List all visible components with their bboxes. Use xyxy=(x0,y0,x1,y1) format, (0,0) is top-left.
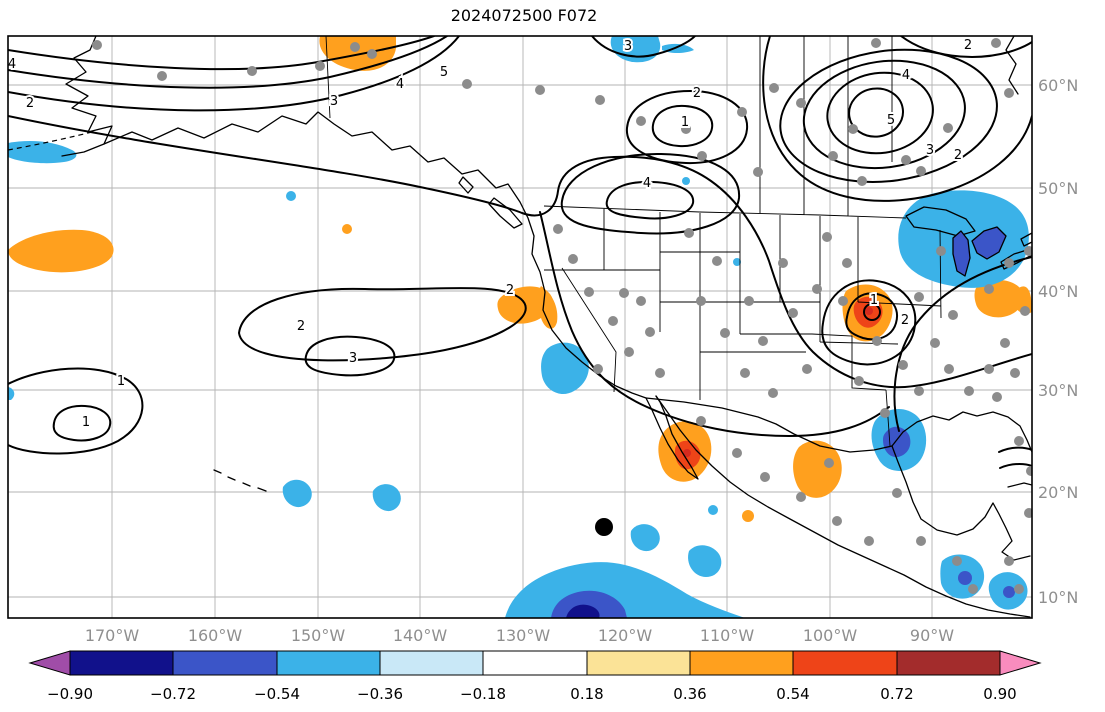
colorbar-segment xyxy=(69,650,174,676)
y-tick-label: 40°N xyxy=(1038,282,1078,301)
contour-label: 3 xyxy=(330,94,338,109)
shading-patches xyxy=(8,36,1032,618)
contour-label: 2 xyxy=(297,319,305,334)
x-tick-label: 160°W xyxy=(188,626,243,645)
lake-superior xyxy=(905,206,976,237)
colorbar-segment xyxy=(379,650,484,676)
contour-label: 1 xyxy=(681,115,689,130)
x-tick-label: 130°W xyxy=(496,626,551,645)
colorbar-segment xyxy=(586,650,691,676)
contour-label: 2 xyxy=(901,313,909,328)
y-tick-label: 50°N xyxy=(1038,179,1078,198)
contour-label: 3 xyxy=(926,143,934,158)
x-tick-label: 150°W xyxy=(291,626,346,645)
contour-label: 1 xyxy=(117,374,125,389)
colorbar-segment xyxy=(792,650,898,676)
contour-label: 4 xyxy=(643,176,651,191)
colorbar-segment xyxy=(172,650,278,676)
colorbar-tick: 0.90 xyxy=(983,685,1016,703)
colorbar-tick: 0.18 xyxy=(570,685,603,703)
contour-label: 4 xyxy=(902,68,910,83)
highlight-point-dot xyxy=(595,518,613,536)
colorbar-segment xyxy=(276,650,381,676)
colorbar-segment xyxy=(482,650,588,676)
station-dots xyxy=(92,38,1032,594)
y-tick-label: 60°N xyxy=(1038,76,1078,95)
colorbar-tick: 0.72 xyxy=(880,685,913,703)
contour-label: 3 xyxy=(624,39,632,54)
contour-label: 2 xyxy=(954,148,962,163)
colorbar-segment xyxy=(896,650,1001,676)
colorbar-tick: −0.72 xyxy=(150,685,196,703)
colorbar-tick: 0.36 xyxy=(673,685,706,703)
colorbar: −0.90 −0.72 −0.54 −0.36 −0.18 0.18 0.36 … xyxy=(28,650,1042,703)
map-area: 4 2 3 4 5 3 2 1 4 4 5 3 2 2 2 2 3 1 1 2 … xyxy=(8,36,1032,618)
colorbar-tick: −0.18 xyxy=(460,685,506,703)
colorbar-tick: 0.54 xyxy=(776,685,809,703)
x-tick-label: 90°W xyxy=(910,626,954,645)
lake-erie xyxy=(1000,249,1032,270)
x-tick-label: 100°W xyxy=(803,626,858,645)
colorbar-segment xyxy=(689,650,794,676)
contour-lines xyxy=(8,36,1032,469)
x-tick-label: 120°W xyxy=(598,626,653,645)
vancouver-island xyxy=(488,197,523,229)
x-tick-label: 170°W xyxy=(85,626,140,645)
colorbar-tick-labels: −0.90 −0.72 −0.54 −0.36 −0.18 0.18 0.36 … xyxy=(47,685,1017,703)
aleutian-islands xyxy=(8,131,93,151)
contour-label: 1 xyxy=(82,415,90,430)
coastlines xyxy=(8,36,1032,618)
contour-label: 1 xyxy=(870,293,878,308)
lake-huron xyxy=(971,226,1007,260)
hawaii-islands xyxy=(213,469,267,492)
colorbar-tick: −0.54 xyxy=(254,685,300,703)
figure-title: 2024072500 F072 xyxy=(451,6,598,25)
contour-label: 2 xyxy=(964,38,972,53)
y-tick-label: 30°N xyxy=(1038,381,1078,400)
contour-labels: 4 2 3 4 5 3 2 1 4 4 5 3 2 2 2 2 3 1 1 2 … xyxy=(8,36,974,432)
x-axis-ticks: 170°W 160°W 150°W 140°W 130°W 120°W 110°… xyxy=(85,626,954,645)
y-tick-label: 10°N xyxy=(1038,588,1078,607)
contour-label: 2 xyxy=(26,96,34,111)
contour-label: 4 xyxy=(396,77,404,92)
x-tick-label: 140°W xyxy=(393,626,448,645)
y-axis-ticks: 60°N 50°N 40°N 30°N 20°N 10°N xyxy=(1038,76,1078,607)
colorbar-tick: −0.90 xyxy=(47,685,93,703)
colorbar-tick: −0.36 xyxy=(357,685,403,703)
contour-label: 5 xyxy=(887,113,895,128)
map-frame xyxy=(7,35,1033,619)
contour-label: 5 xyxy=(440,65,448,80)
contour-label: 4 xyxy=(8,57,16,72)
y-tick-label: 20°N xyxy=(1038,483,1078,502)
lake-michigan xyxy=(952,230,971,277)
contour-label: 2 xyxy=(506,283,514,298)
colorbar-over-arrow xyxy=(999,650,1042,676)
contour-label: 3 xyxy=(349,351,357,366)
colorbar-under-arrow xyxy=(28,650,71,676)
x-tick-label: 110°W xyxy=(700,626,755,645)
contour-label: 2 xyxy=(693,86,701,101)
